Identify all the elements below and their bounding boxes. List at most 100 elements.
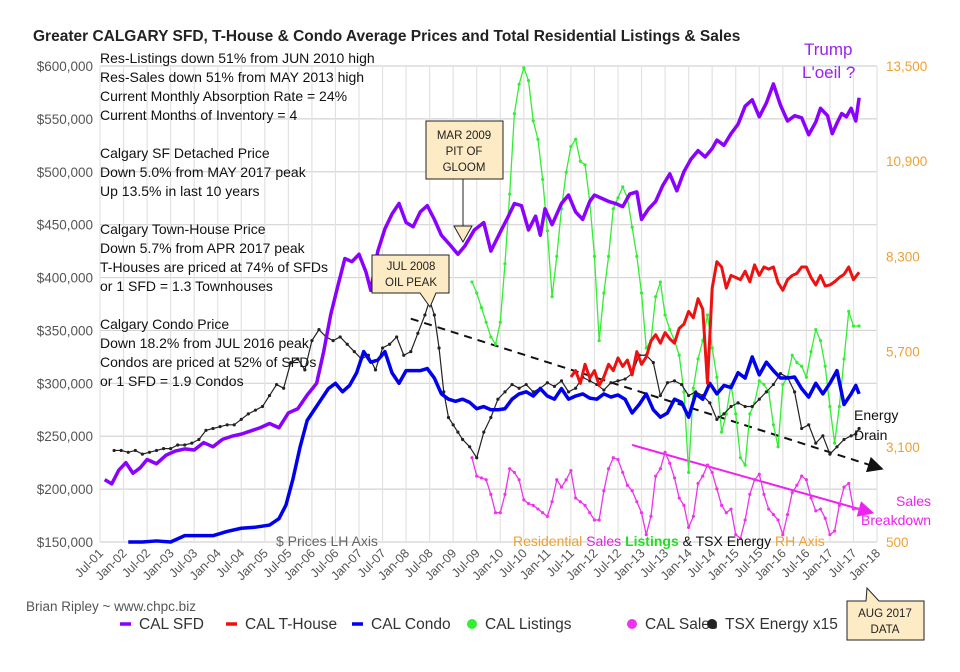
- data-point: [804, 375, 808, 379]
- data-point: [776, 518, 780, 522]
- left-tick-label: $250,000: [37, 429, 93, 444]
- data-point: [668, 461, 672, 465]
- data-point: [847, 309, 851, 313]
- callout-box: [425, 120, 504, 180]
- data-point: [663, 313, 667, 317]
- listings-sales-notes: Res-Listings down 51% from JUN 2010 high…: [100, 50, 375, 123]
- callout-box: [846, 586, 925, 641]
- data-point: [639, 511, 644, 515]
- data-point: [771, 382, 776, 387]
- data-point: [512, 470, 517, 475]
- data-point: [574, 137, 578, 141]
- data-point: [204, 428, 208, 432]
- data-point: [310, 339, 314, 343]
- data-point: [623, 377, 627, 381]
- data-point: [828, 404, 832, 409]
- left-tick-label: $400,000: [37, 271, 93, 286]
- data-point: [800, 426, 804, 431]
- data-point: [126, 450, 130, 454]
- data-point: [644, 346, 648, 350]
- data-point: [522, 498, 526, 502]
- pit-of-gloom-callout: MAR 2009 PIT OF GLOOM: [425, 120, 504, 244]
- data-point: [303, 368, 307, 372]
- legend-swatch: [707, 619, 717, 629]
- data-point: [616, 458, 620, 462]
- data-point: [687, 470, 691, 475]
- data-point: [715, 375, 719, 379]
- data-point: [517, 82, 521, 86]
- data-point: [484, 320, 488, 324]
- data-point: [437, 346, 441, 350]
- left-tick-label: $350,000: [37, 323, 93, 338]
- callout-line: OIL PEAK: [385, 277, 437, 289]
- data-point: [851, 507, 856, 511]
- data-point: [296, 357, 300, 361]
- data-point: [616, 379, 620, 383]
- note-line: Sales: [896, 493, 931, 509]
- data-point: [701, 474, 705, 478]
- trend-lines: [410, 317, 884, 517]
- series-line: [569, 260, 861, 387]
- data-point: [743, 463, 747, 467]
- data-point: [569, 144, 573, 149]
- series-cal-sfd: [103, 82, 861, 486]
- callout-line: JUL 2008: [387, 261, 436, 273]
- note-line: or 1 SFD = 1.3 Townhouses: [100, 278, 273, 294]
- data-point: [823, 364, 827, 368]
- data-point: [574, 496, 578, 500]
- data-point: [559, 379, 564, 383]
- left-axis-label: $ Prices LH Axis: [276, 533, 378, 549]
- data-point: [373, 368, 378, 372]
- data-point: [493, 342, 498, 346]
- data-point: [550, 295, 554, 299]
- series-cal-t-house: [569, 260, 861, 387]
- data-point: [536, 507, 540, 511]
- data-point: [736, 401, 740, 405]
- data-point: [606, 254, 611, 258]
- data-point: [672, 379, 677, 383]
- callout-line: AUG 2017: [858, 608, 912, 620]
- data-point: [493, 511, 498, 515]
- data-point: [611, 207, 615, 211]
- data-point: [183, 443, 187, 447]
- data-point: [475, 456, 479, 460]
- data-point: [550, 500, 554, 504]
- data-point: [578, 159, 582, 163]
- data-point: [578, 500, 582, 504]
- data-point: [771, 512, 776, 517]
- note-line: Res-Sales down 51% from MAY 2013 high: [100, 69, 364, 85]
- data-point: [668, 328, 672, 332]
- data-point: [785, 512, 790, 517]
- data-point: [388, 342, 392, 346]
- data-point: [715, 417, 719, 421]
- data-point: [112, 448, 116, 453]
- right-tick-label: 500: [886, 535, 909, 550]
- note-line: Calgary Condo Price: [100, 316, 229, 332]
- data-point: [498, 320, 502, 324]
- data-point: [446, 415, 451, 420]
- legend-label: CAL Sales: [645, 616, 718, 633]
- left-tick-label: $600,000: [37, 59, 93, 74]
- data-point: [555, 254, 559, 258]
- data-point: [569, 469, 573, 473]
- data-point: [807, 423, 811, 427]
- data-point: [790, 353, 794, 357]
- data-point: [672, 476, 677, 480]
- left-axis-ticks: $600,000 $550,000 $500,000 $450,000 $400,000…: [37, 59, 93, 550]
- data-point: [588, 379, 592, 383]
- data-point: [260, 404, 265, 409]
- data-point: [225, 423, 229, 427]
- data-point: [778, 371, 783, 376]
- data-point: [489, 335, 493, 339]
- data-point: [691, 386, 695, 390]
- left-tick-label: $200,000: [37, 482, 93, 497]
- data-point: [663, 450, 667, 454]
- data-point: [541, 177, 545, 182]
- data-point: [232, 423, 236, 427]
- data-point: [583, 163, 587, 167]
- data-point: [380, 346, 385, 350]
- data-point: [630, 489, 634, 493]
- data-point: [512, 112, 517, 116]
- data-point: [837, 503, 841, 507]
- series-cal-sales: [470, 450, 861, 540]
